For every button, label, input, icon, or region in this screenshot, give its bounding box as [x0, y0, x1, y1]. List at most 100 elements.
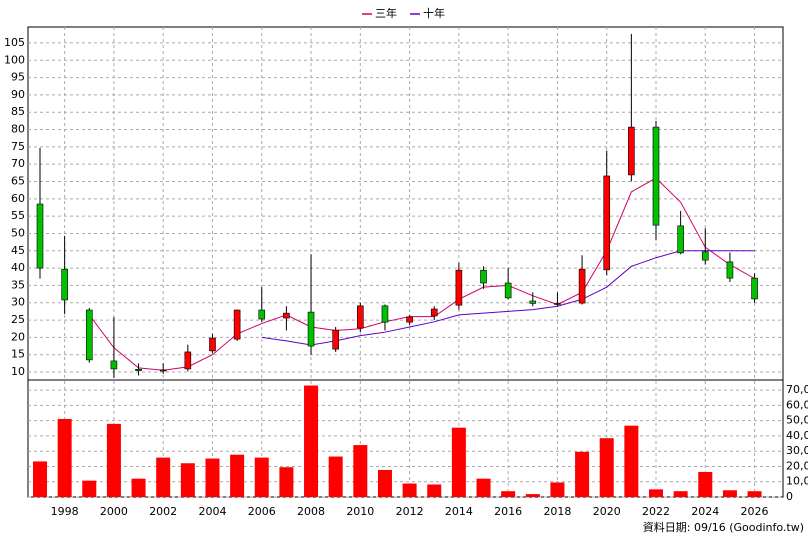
volume-bar [328, 456, 343, 497]
x-tick-label: 2010 [346, 505, 374, 518]
volume-bar [131, 478, 146, 497]
x-tick-label: 1998 [51, 505, 79, 518]
y2-tick-label: 50,000 [786, 414, 808, 427]
y-tick-label: 65 [11, 175, 25, 188]
y-tick-label: 25 [11, 313, 25, 326]
x-tick-label: 2008 [297, 505, 325, 518]
y-tick-label: 15 [11, 348, 25, 361]
x-tick-label: 2012 [396, 505, 424, 518]
volume-bar [402, 483, 417, 497]
x-tick-label: 2016 [494, 505, 522, 518]
volume-bar [82, 480, 97, 497]
candle-body [751, 277, 758, 300]
volume-bar [599, 438, 614, 497]
volume-bar [254, 457, 269, 497]
candle-body [258, 309, 266, 320]
volume-bar [279, 467, 294, 497]
y-tick-label: 105 [4, 36, 25, 49]
x-tick-label: 2024 [691, 505, 719, 518]
volume-bar [106, 423, 121, 497]
candle-body [159, 369, 167, 372]
volume-bar [205, 458, 220, 497]
plot-frame [27, 26, 784, 498]
candle-body [406, 316, 413, 323]
candle-body [578, 268, 586, 304]
candle-body [283, 312, 290, 319]
volume-bar [33, 461, 47, 497]
y-tick-label: 80 [11, 123, 25, 136]
legend-label: 十年 [423, 6, 445, 20]
y-tick-label: 10 [11, 365, 25, 378]
y2-tick-label: 60,000 [786, 398, 808, 411]
y-tick-label: 35 [11, 278, 25, 291]
y2-tick-label: 40,000 [786, 429, 808, 442]
candle-body [628, 126, 635, 176]
candle-body [381, 305, 389, 323]
legend-label: 三年 [375, 6, 397, 20]
volume-bar [722, 490, 737, 497]
volume-bar [624, 425, 639, 497]
y-tick-label: 40 [11, 261, 25, 274]
candle-body [677, 225, 684, 254]
y-tick-label: 90 [11, 88, 25, 101]
candle-body [209, 337, 216, 352]
candle-body [110, 360, 118, 370]
x-tick-label: 2026 [741, 505, 769, 518]
candle-body [603, 175, 611, 271]
x-tick-label: 2014 [445, 505, 473, 518]
volume-bar [673, 491, 688, 497]
volume-bar [476, 478, 491, 497]
y-tick-label: 70 [11, 157, 25, 170]
y2-tick-label: 0 [786, 490, 793, 503]
volume-bar [377, 469, 392, 497]
volume-bar [427, 484, 442, 497]
volume-bar [180, 463, 195, 497]
candle-body [652, 126, 660, 226]
volume-bar [525, 494, 540, 497]
volume-bar [304, 385, 319, 497]
volume-bar [353, 445, 368, 497]
y-tick-label: 20 [11, 330, 25, 343]
volume-bar [156, 457, 171, 497]
x-tick-label: 2000 [100, 505, 128, 518]
y-tick-label: 55 [11, 209, 25, 222]
y2-tick-label: 70,000 [786, 383, 808, 396]
volume-bar [649, 489, 663, 497]
candle-body [726, 261, 734, 279]
volume-bar [698, 471, 713, 497]
y-tick-label: 75 [11, 140, 25, 153]
y-tick-label: 50 [11, 226, 25, 239]
y-tick-label: 95 [11, 71, 25, 84]
volume-bar [230, 454, 245, 497]
volume-bar [501, 491, 516, 497]
candle-body [332, 329, 339, 350]
x-tick-label: 2002 [149, 505, 177, 518]
y-tick-label: 100 [4, 53, 25, 66]
volume-bar [550, 482, 565, 497]
y-tick-label: 60 [11, 192, 25, 205]
candle-body [554, 303, 561, 305]
candle-body [701, 251, 709, 261]
candle-body [480, 269, 487, 284]
x-tick-label: 2018 [543, 505, 571, 518]
y-tick-label: 45 [11, 244, 25, 257]
candle-body [504, 282, 512, 299]
candle-body [430, 308, 438, 317]
x-tick-label: 2020 [593, 505, 621, 518]
candle-body [135, 368, 142, 371]
x-tick-label: 2022 [642, 505, 670, 518]
volume-bar [451, 427, 466, 497]
source-note: 資料日期: 09/16 (Goodinfo.tw) [643, 520, 804, 534]
x-tick-label: 2006 [248, 505, 276, 518]
y2-tick-label: 20,000 [786, 459, 808, 472]
ma-line [88, 177, 755, 371]
candle-body [36, 203, 44, 269]
y-tick-label: 85 [11, 105, 25, 118]
y2-tick-label: 10,000 [786, 475, 808, 488]
candle-body [455, 269, 463, 306]
candle-body [61, 268, 68, 301]
volume-bar [747, 491, 762, 497]
candle-body [307, 311, 315, 347]
candle-body [233, 309, 241, 340]
